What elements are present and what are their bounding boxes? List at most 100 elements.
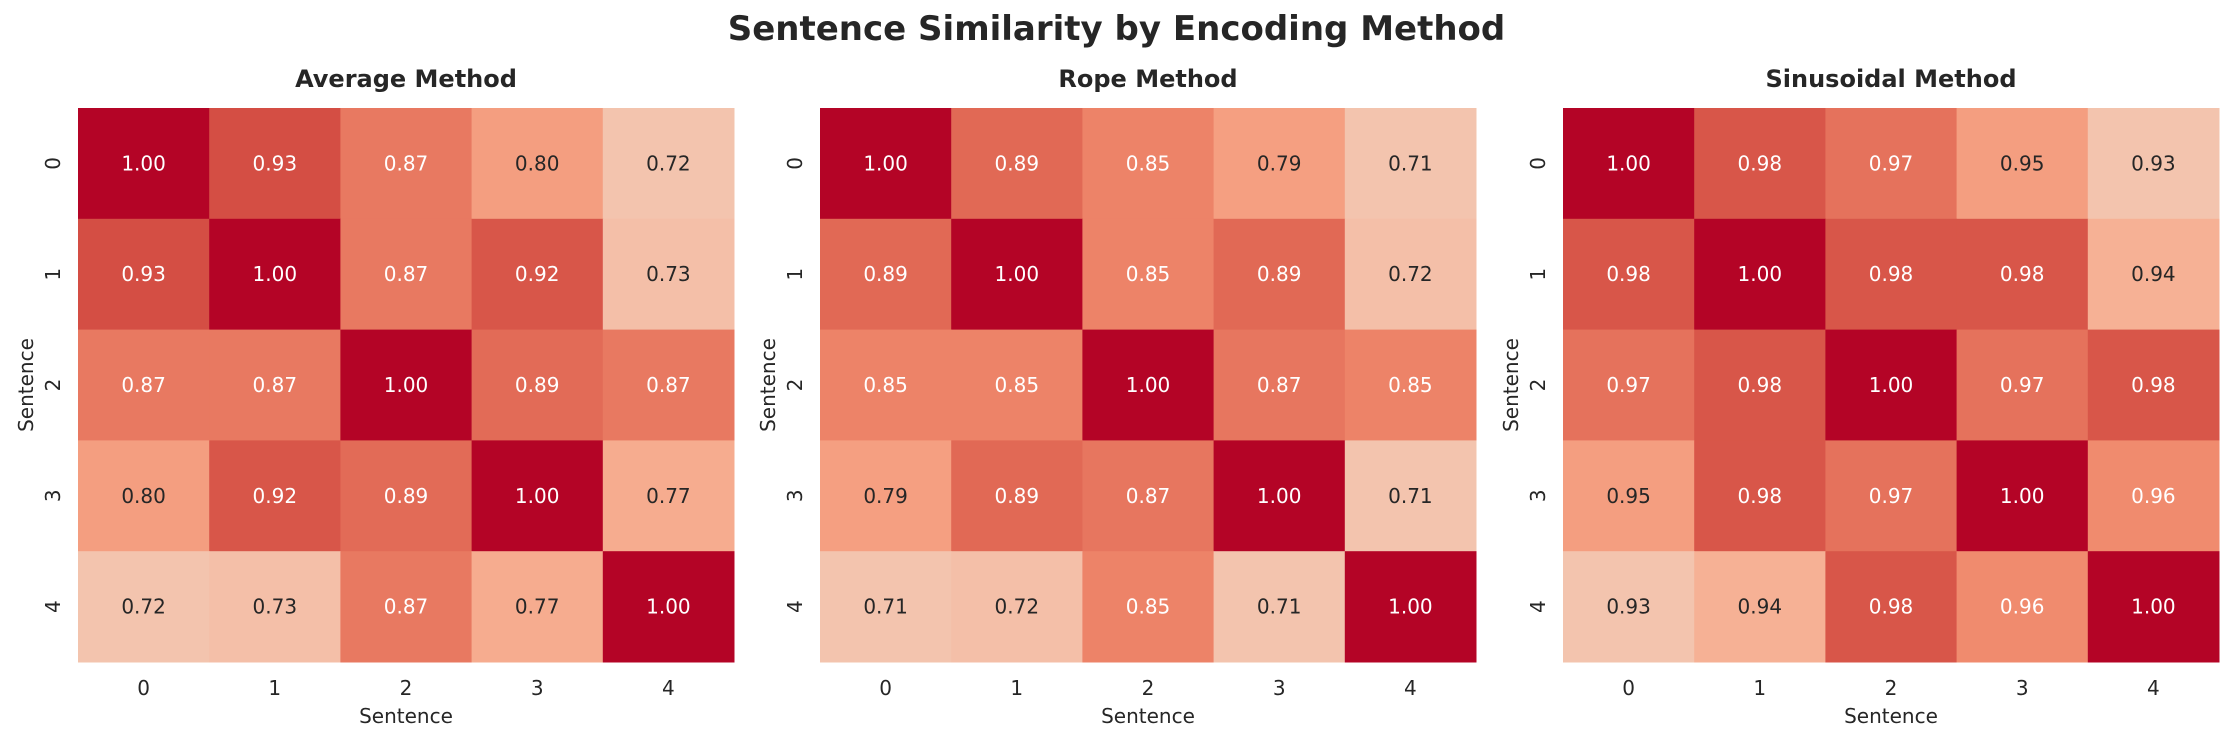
cell-value-label: 0.85: [1126, 262, 1171, 286]
x-tick-label: 0: [879, 676, 892, 700]
cell-value-label: 0.98: [2000, 262, 2045, 286]
heatmap-cell: [1694, 551, 1826, 663]
cell-value-label: 0.77: [515, 595, 560, 619]
cell-value-label: 0.97: [2000, 373, 2045, 397]
cell-value-label: 0.80: [515, 151, 560, 175]
cell-value-label: 0.72: [646, 151, 691, 175]
heatmap-cell: [820, 218, 952, 331]
heatmap-cell: [1956, 108, 2089, 220]
heatmap-cell: [820, 551, 952, 663]
x-tick-label: 1: [1753, 676, 1766, 700]
cell-value-label: 1.00: [1388, 595, 1433, 619]
cell-value-label: 0.89: [515, 373, 560, 397]
x-tick-label: 1: [268, 676, 281, 700]
x-tick-label: 4: [1404, 676, 1417, 700]
heatmap-cell: [1825, 329, 1958, 441]
cell-value-label: 0.87: [384, 262, 429, 286]
y-tick-label: 2: [783, 379, 807, 392]
heatmap-cell: [2087, 108, 2220, 220]
cell-value-label: 0.98: [1738, 484, 1783, 508]
y-tick-label: 0: [783, 157, 807, 170]
cell-value-label: 0.71: [863, 595, 908, 619]
heatmap-cell: [340, 551, 473, 663]
panel-title: Rope Method: [1058, 65, 1237, 93]
heatmap-cell: [2087, 218, 2220, 331]
cell-value-label: 0.92: [253, 484, 298, 508]
heatmap-cell: [1956, 218, 2089, 331]
heatmap-cell: [602, 108, 735, 220]
heatmap-cell: [78, 440, 210, 552]
y-tick-label: 2: [41, 379, 65, 392]
cell-value-label: 0.87: [384, 595, 429, 619]
heatmap-panel-1: 1.00 0.89 0.85 0.79 0.71 0.89 1.00 0.85 0.89 0.72…: [756, 65, 1477, 728]
cell-value-label: 0.98: [1606, 262, 1651, 286]
heatmap-cell: [951, 551, 1083, 663]
x-tick-label: 0: [137, 676, 150, 700]
heatmap-cell: [820, 440, 952, 552]
cell-value-label: 0.87: [121, 373, 166, 397]
heatmap-cell: [471, 218, 604, 331]
cell-value-label: 0.87: [253, 373, 298, 397]
heatmap-cell: [1344, 551, 1477, 663]
cell-value-label: 0.71: [1257, 595, 1302, 619]
cell-value-label: 0.85: [1126, 151, 1171, 175]
heatmap-cell: [78, 108, 210, 220]
cell-value-label: 0.87: [1126, 484, 1171, 508]
heatmap-cell: [340, 440, 473, 552]
heatmap-cell: [602, 218, 735, 331]
cell-value-label: 0.79: [863, 484, 908, 508]
cell-value-label: 0.97: [1606, 373, 1651, 397]
heatmap-cell: [1825, 218, 1958, 331]
cell-value-label: 0.71: [1388, 484, 1433, 508]
heatmap-cell: [1082, 218, 1215, 331]
cell-value-label: 1.00: [995, 262, 1040, 286]
heatmap-cell: [1213, 440, 1346, 552]
heatmap-cell: [209, 551, 341, 663]
y-axis-label: Sentence: [1499, 338, 1523, 432]
cell-value-label: 0.71: [1388, 151, 1433, 175]
heatmap-cell: [951, 329, 1083, 441]
heatmap-cell: [1082, 108, 1215, 220]
cell-value-label: 1.00: [2131, 595, 2176, 619]
heatmap-cell: [1825, 551, 1958, 663]
x-axis-label: Sentence: [359, 704, 453, 728]
heatmap-cell: [78, 218, 210, 331]
heatmap-cell: [340, 108, 473, 220]
heatmap-cell: [1694, 218, 1826, 331]
cell-value-label: 0.93: [121, 262, 166, 286]
cell-value-label: 0.89: [1257, 262, 1302, 286]
y-tick-label: 3: [1526, 489, 1550, 502]
x-tick-label: 3: [531, 676, 544, 700]
cell-value-label: 0.92: [515, 262, 560, 286]
cell-value-label: 0.73: [646, 262, 691, 286]
y-axis-label: Sentence: [14, 338, 38, 432]
cell-value-label: 1.00: [384, 373, 429, 397]
figure-title: Sentence Similarity by Encoding Method: [727, 9, 1506, 49]
heatmap-cell: [209, 218, 341, 331]
heatmap-cell: [1956, 551, 2089, 663]
y-tick-label: 1: [41, 268, 65, 281]
y-tick-label: 3: [41, 489, 65, 502]
cell-value-label: 0.87: [384, 151, 429, 175]
heatmap-cell: [820, 108, 952, 220]
cell-value-label: 0.87: [646, 373, 691, 397]
cell-value-label: 0.85: [1388, 373, 1433, 397]
x-tick-label: 4: [662, 676, 675, 700]
cell-value-label: 0.98: [1869, 595, 1914, 619]
cell-value-label: 0.80: [121, 484, 166, 508]
y-tick-label: 3: [783, 489, 807, 502]
y-tick-label: 1: [783, 268, 807, 281]
heatmap-cell: [820, 329, 952, 441]
heatmap-cell: [1956, 329, 2089, 441]
heatmap-cell: [1825, 108, 1958, 220]
cell-value-label: 1.00: [1126, 373, 1171, 397]
cell-value-label: 1.00: [646, 595, 691, 619]
heatmap-cell: [471, 440, 604, 552]
heatmap-cell: [1082, 329, 1215, 441]
cell-value-label: 0.97: [1869, 151, 1914, 175]
heatmap-cell: [1956, 440, 2089, 552]
cell-value-label: 0.94: [1738, 595, 1783, 619]
heatmap-cell: [1563, 440, 1695, 552]
cell-value-label: 1.00: [2000, 484, 2045, 508]
